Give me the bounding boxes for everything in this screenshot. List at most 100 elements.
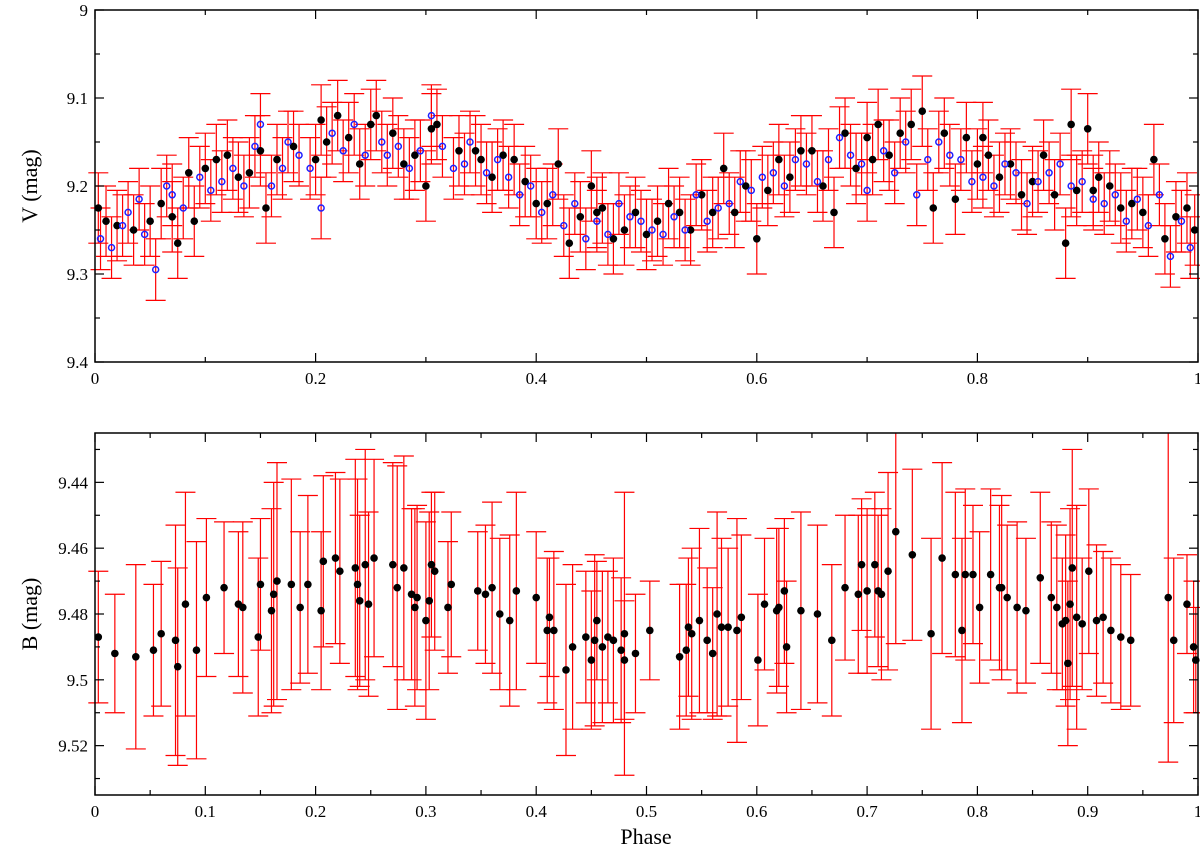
b-data-point	[1164, 593, 1173, 602]
v-data-point	[1094, 173, 1103, 181]
v-data-point-open	[466, 138, 474, 146]
v-data-point-open	[416, 147, 425, 155]
v-data-point-open	[957, 155, 965, 164]
b-data-point	[444, 603, 452, 612]
v-data-point-open	[135, 195, 143, 203]
v-data-point	[322, 138, 331, 146]
v-error-bar	[895, 110, 916, 174]
v-data-point	[234, 173, 243, 181]
v-data-point	[819, 182, 827, 190]
v-data-point-open	[168, 191, 176, 199]
b-data-point	[877, 590, 886, 599]
v-data-point	[113, 221, 121, 230]
b-data-point	[675, 652, 684, 661]
v-data-point	[1139, 208, 1147, 217]
b-data-point	[296, 603, 304, 612]
v-data-point-open	[240, 182, 248, 190]
b-data-point	[192, 646, 201, 654]
v-error-bar	[774, 154, 795, 218]
v-data-point-open	[1133, 195, 1142, 203]
b-data-point	[841, 583, 849, 592]
v-data-point-open	[1122, 217, 1131, 225]
v-error-bar	[1160, 225, 1181, 288]
v-data-point	[400, 160, 408, 168]
v-data-point	[477, 155, 485, 164]
v-x-tick-label: 0.4	[526, 369, 548, 388]
v-error-bar	[410, 119, 431, 183]
v-data-point	[273, 155, 281, 164]
v-y-axis-title: V (mag)	[17, 149, 42, 223]
b-data-point	[239, 603, 247, 612]
b-data-point	[568, 643, 577, 651]
v-data-point-open	[1111, 191, 1120, 199]
v-data-point	[389, 129, 397, 137]
v-data-point-open	[863, 186, 871, 195]
b-data-point	[813, 610, 822, 618]
v-data-point-open	[582, 235, 590, 243]
b-y-tick-label: 9.48	[58, 605, 88, 624]
v-data-point-open	[912, 191, 921, 199]
b-data-point	[336, 567, 344, 576]
v-error-bar	[311, 176, 332, 240]
v-error-bar	[785, 128, 806, 191]
v-error-bar	[173, 176, 194, 240]
v-data-point-open	[515, 191, 524, 199]
v-data-point-open	[317, 204, 325, 212]
v-data-point	[620, 226, 629, 234]
v-y-tick-label: 9	[80, 1, 89, 20]
b-data-point	[891, 527, 900, 536]
b-data-point	[708, 649, 717, 658]
v-data-point-open	[979, 173, 987, 181]
v-data-point	[521, 177, 529, 186]
v-data-point-open	[946, 151, 954, 159]
b-data-point	[488, 583, 496, 592]
v-error-bar	[807, 150, 828, 213]
v-points	[94, 107, 1199, 274]
b-data-point	[1116, 633, 1125, 641]
v-data-point	[1067, 120, 1075, 129]
b-data-point	[695, 616, 704, 625]
v-error-bar	[851, 132, 872, 196]
v-data-point-open	[124, 208, 132, 217]
b-data-point	[1022, 606, 1030, 615]
x-axis-title: Phase	[620, 824, 671, 848]
v-data-point-open	[1177, 217, 1186, 225]
b-x-tick-label: 0.3	[415, 802, 436, 821]
b-data-point	[951, 570, 960, 579]
v-error-bar	[399, 137, 420, 200]
v-data-point-open	[1100, 199, 1108, 208]
v-error-bar	[829, 106, 850, 169]
b-data-point	[1092, 616, 1101, 625]
v-data-point-open	[802, 160, 811, 168]
v-data-point-open	[378, 138, 386, 146]
v-data-point-open	[681, 226, 689, 234]
v-error-bar	[642, 198, 663, 262]
v-error-bar	[118, 181, 139, 244]
b-data-point	[871, 560, 879, 569]
v-error-bar	[1180, 216, 1200, 279]
v-data-point-open	[769, 169, 778, 177]
v-y-tick-label: 9.4	[67, 353, 89, 372]
b-data-point	[780, 587, 789, 595]
v-error-bar	[476, 141, 497, 205]
v-data-point	[1172, 213, 1180, 221]
v-data-point	[455, 147, 463, 155]
v-data-point	[317, 116, 325, 124]
b-data-point	[319, 557, 328, 566]
v-error-bar	[686, 163, 707, 227]
v-error-bar	[1061, 154, 1082, 218]
v-data-point	[471, 147, 480, 155]
v-error-bar	[961, 150, 982, 213]
v-data-point-open	[1023, 199, 1031, 208]
b-data-point	[427, 560, 436, 569]
b-data-point	[317, 606, 325, 615]
v-data-point	[245, 169, 254, 177]
v-error-bar	[222, 137, 243, 200]
v-data-point	[609, 235, 618, 243]
v-data-point	[1050, 191, 1059, 199]
v-data-point-open	[890, 169, 899, 177]
b-data-point	[1183, 600, 1191, 608]
v-error-bar	[972, 145, 993, 209]
b-data-point	[481, 590, 490, 599]
v-data-point	[741, 182, 750, 190]
